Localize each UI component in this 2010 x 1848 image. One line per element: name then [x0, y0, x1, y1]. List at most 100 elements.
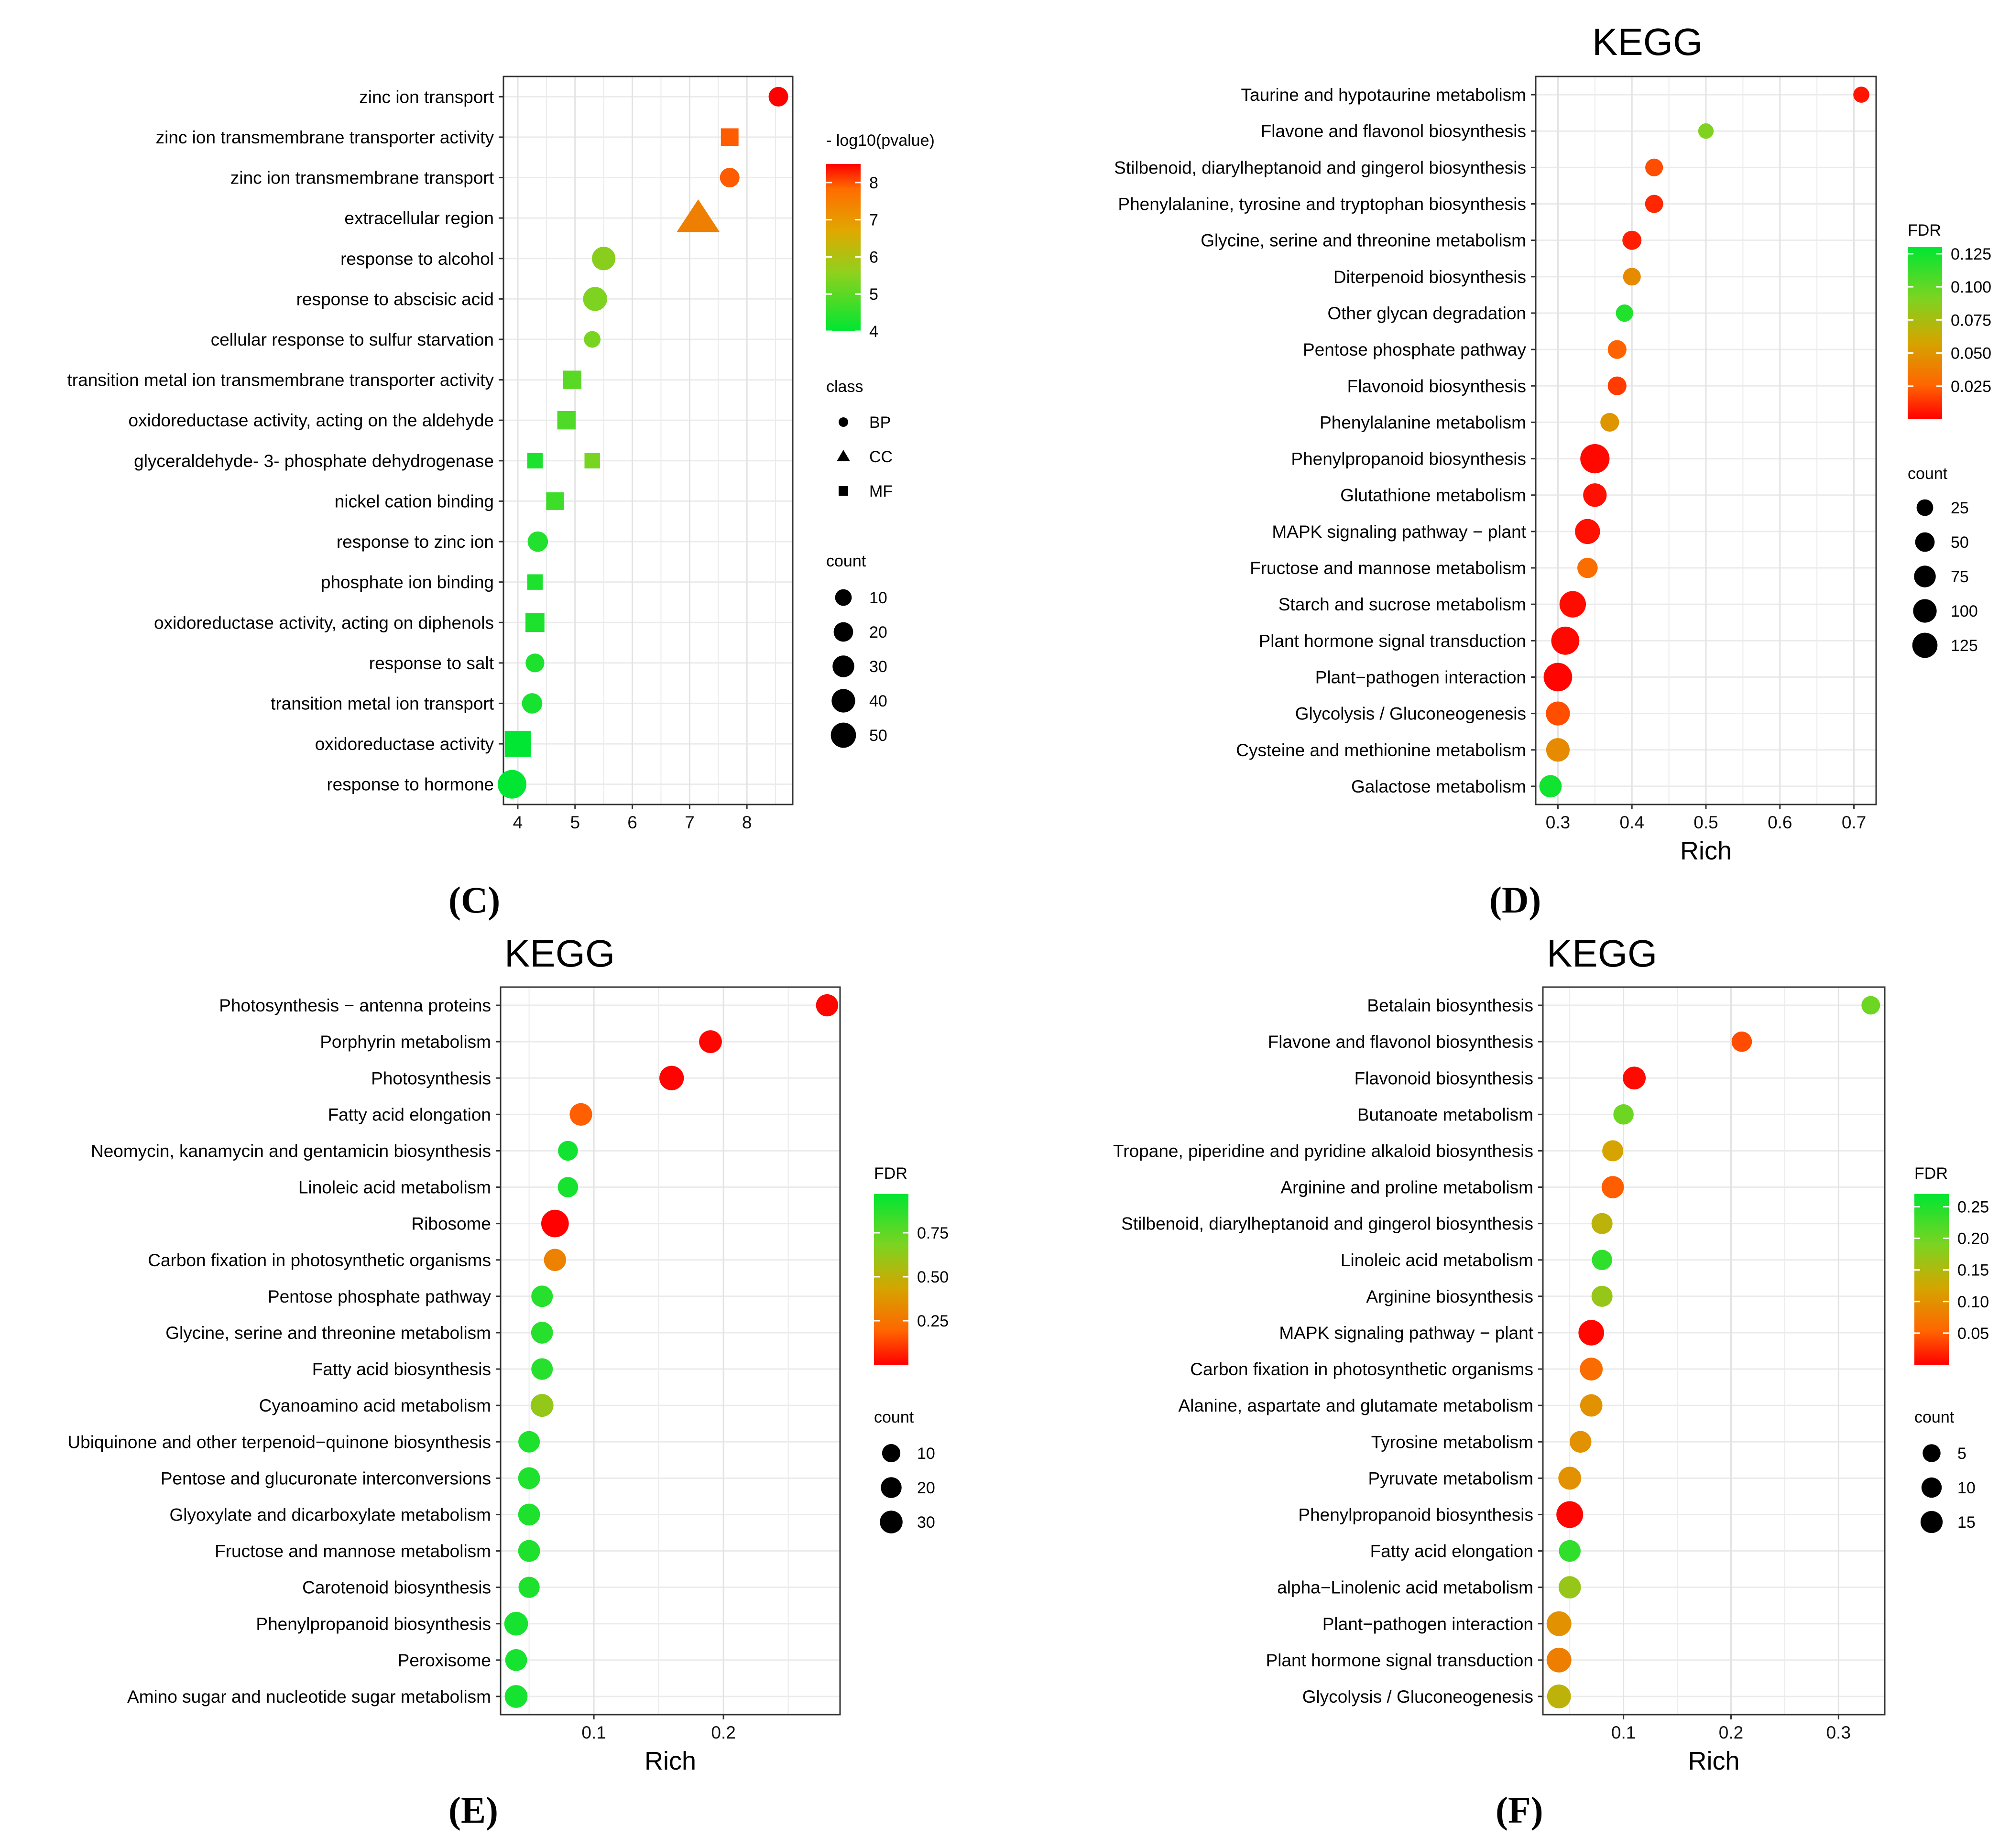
data-point [518, 1503, 540, 1526]
data-point-square [584, 453, 600, 469]
size-legend-label: 75 [1951, 568, 1969, 586]
data-point [557, 1177, 579, 1197]
plot-frame [1542, 986, 1886, 1716]
data-point [530, 1394, 554, 1417]
category-label: alpha−Linolenic acid metabolism [1277, 1578, 1533, 1598]
category-label: response to hormone [327, 775, 494, 794]
category-label: Carbon fixation in photosynthetic organi… [1190, 1359, 1533, 1379]
category-label: Plant hormone signal transduction [1266, 1651, 1533, 1670]
plot-frame [500, 986, 841, 1716]
data-point [544, 1249, 567, 1271]
data-point [1600, 413, 1619, 432]
category-label: Diterpenoid biosynthesis [1333, 267, 1526, 287]
category-label: Glutathione metabolism [1340, 486, 1526, 505]
size-legend-key [882, 1444, 901, 1463]
data-point [699, 1030, 722, 1054]
size-legend-key [833, 622, 853, 642]
data-point-square [557, 411, 576, 430]
data-point [1861, 996, 1880, 1015]
data-point [584, 331, 601, 348]
color-legend-label: 0.15 [1957, 1261, 1989, 1280]
category-label: Glycine, serine and threonine metabolism [165, 1323, 491, 1343]
data-point-triangle [677, 199, 720, 232]
data-point [1558, 1467, 1582, 1490]
data-point [1591, 1285, 1613, 1307]
category-label: Plant−pathogen interaction [1315, 667, 1526, 687]
color-legend-label: 0.25 [917, 1312, 949, 1330]
category-label: Amino sugar and nucleotide sugar metabol… [127, 1687, 491, 1707]
data-point-square [527, 574, 543, 590]
x-tick-label: 0.2 [1719, 1723, 1743, 1742]
size-legend-key [1913, 599, 1937, 623]
color-bar [1908, 247, 1942, 419]
data-point [504, 1611, 528, 1636]
data-point [1623, 1066, 1646, 1090]
data-point [518, 1576, 540, 1598]
x-tick-label: 0.3 [1546, 813, 1570, 832]
data-point [1602, 1140, 1624, 1162]
data-point [505, 1649, 527, 1671]
category-label: Fatty acid elongation [328, 1105, 491, 1124]
data-point [1613, 1104, 1634, 1125]
category-label: Plant hormone signal transduction [1259, 631, 1526, 651]
data-point [522, 693, 543, 714]
plot-area [501, 987, 840, 1715]
color-legend-label: 4 [869, 323, 878, 341]
category-label: Tyrosine metabolism [1371, 1432, 1533, 1452]
size-legend-key [835, 589, 852, 606]
category-label: phosphate ion binding [321, 573, 494, 592]
size-legend-label: 5 [1957, 1445, 1966, 1463]
color-bar [1914, 1194, 1949, 1365]
size-legend-key [881, 1477, 902, 1498]
category-label: response to abscisic acid [296, 289, 494, 309]
x-tick-label: 8 [742, 813, 752, 832]
category-label: transition metal ion transmembrane trans… [67, 370, 494, 390]
x-axis-label: Rich [1680, 837, 1732, 865]
size-legend-key [832, 655, 854, 677]
chart-title: KEGG [1547, 932, 1657, 975]
class-legend-label: BP [869, 413, 891, 432]
color-legend-title: FDR [874, 1164, 907, 1183]
category-label: transition metal ion transport [271, 694, 494, 713]
category-label: response to salt [369, 653, 494, 673]
data-point-square [546, 492, 564, 510]
x-tick-label: 0.3 [1826, 1723, 1851, 1742]
chart-panel-e: KEGG Photosynthesis − antenna proteins Por… [67, 932, 949, 1775]
category-label: Carotenoid biosynthesis [302, 1578, 491, 1598]
color-legend-label: 0.10 [1957, 1293, 1989, 1311]
category-label: Pentose and glucuronate interconversions [161, 1468, 491, 1488]
x-tick-label: 6 [627, 813, 637, 832]
data-point [558, 1141, 578, 1161]
size-legend-title: count [874, 1408, 914, 1426]
category-label: oxidoreductase activity [315, 734, 494, 754]
category-label: zinc ion transport [359, 87, 494, 107]
data-point [1583, 483, 1607, 507]
data-point [1622, 230, 1642, 250]
color-legend-label: 0.25 [1957, 1198, 1989, 1216]
class-legend-key [839, 486, 848, 496]
x-axis-label: Rich [1688, 1747, 1739, 1775]
data-point [1577, 557, 1598, 578]
data-point [1575, 519, 1600, 544]
category-label: Galactose metabolism [1351, 777, 1526, 796]
data-point [1558, 1576, 1581, 1598]
data-point [1556, 1501, 1584, 1528]
category-label: nickel cation binding [335, 491, 494, 511]
category-label: Phenylpropanoid biosynthesis [1291, 449, 1526, 469]
data-point [768, 87, 788, 107]
category-label: Plant−pathogen interaction [1322, 1614, 1533, 1634]
color-legend-label: 0.75 [917, 1224, 949, 1242]
panel-label-d: (D) [1489, 879, 1541, 921]
category-label: response to alcohol [340, 249, 494, 269]
category-label: Arginine biosynthesis [1366, 1287, 1533, 1306]
data-point [527, 531, 548, 552]
category-label: cellular response to sulfur starvation [211, 330, 494, 349]
plot-area [503, 76, 793, 804]
category-label: Flavonoid biosynthesis [1347, 376, 1526, 396]
category-label: Alanine, aspartate and glutamate metabol… [1179, 1396, 1534, 1415]
x-axis-label: Rich [645, 1747, 696, 1775]
color-legend-title: FDR [1914, 1164, 1948, 1183]
size-legend-key [1912, 632, 1938, 658]
category-label: Pentose phosphate pathway [1303, 340, 1526, 359]
